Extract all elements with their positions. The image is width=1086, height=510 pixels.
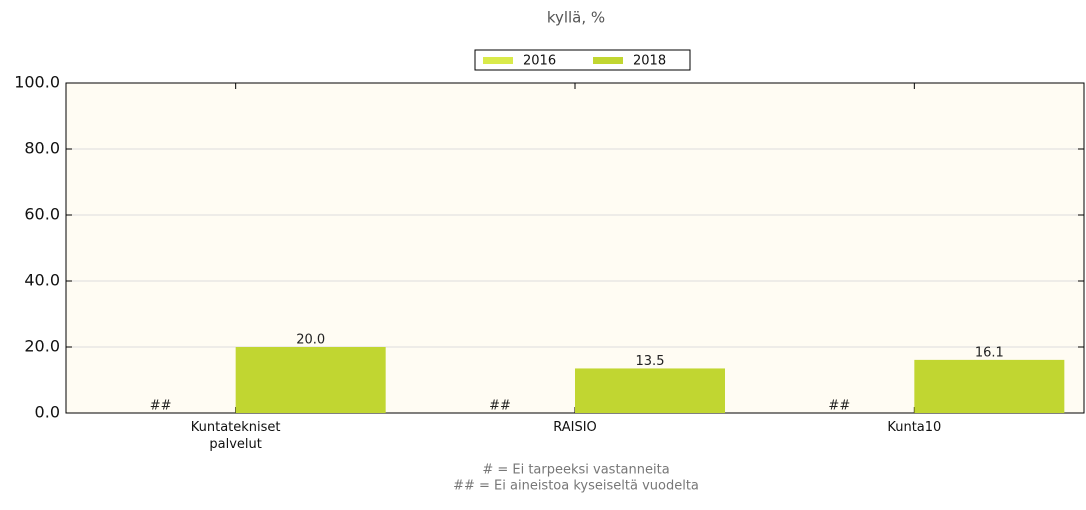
- x-tick-label: RAISIO: [553, 420, 597, 435]
- legend-label: 2018: [633, 54, 666, 69]
- bar: [235, 347, 386, 413]
- legend-swatch: [593, 57, 623, 64]
- legend-box: [474, 49, 691, 71]
- footnote: # = Ei tarpeeksi vastanneita: [482, 463, 669, 478]
- legend-label: 2016: [523, 54, 556, 69]
- y-tick-label: 40.0: [24, 271, 60, 290]
- data-label: ##: [489, 399, 511, 414]
- data-label: 16.1: [975, 345, 1004, 360]
- legend-swatch: [483, 57, 513, 64]
- y-tick-label: 60.0: [24, 205, 60, 224]
- x-tick-label: Kuntatekniset palvelut: [190, 420, 281, 452]
- bar: [914, 359, 1065, 413]
- data-label: 20.0: [296, 333, 325, 348]
- x-tick-label: Kunta10: [887, 420, 942, 435]
- y-tick-label: 0.0: [35, 403, 60, 422]
- y-tick-label: 20.0: [24, 337, 60, 356]
- data-label: 13.5: [636, 354, 665, 369]
- y-tick-label: 80.0: [24, 139, 60, 158]
- y-tick-label: 100.0: [14, 73, 60, 92]
- footnote: ## = Ei aineistoa kyseiseltä vuodelta: [453, 479, 699, 494]
- bar: [575, 368, 725, 413]
- chart-title: kyllä, %: [547, 9, 605, 27]
- data-label: ##: [150, 399, 172, 414]
- data-label: ##: [828, 399, 850, 414]
